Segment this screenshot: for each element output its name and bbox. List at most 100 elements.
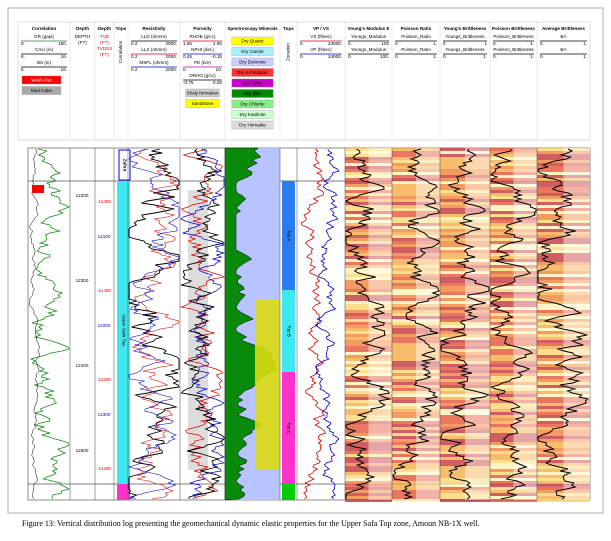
heat-band: [490, 499, 537, 502]
heat-band: [490, 487, 537, 490]
heat-band: [490, 475, 537, 478]
legend-swatch: [231, 78, 274, 88]
legend-swatch: [231, 110, 274, 119]
heat-band: [440, 178, 490, 181]
top-label: Top B: [286, 325, 291, 337]
heat-band: [490, 184, 537, 187]
heat-band: [345, 454, 392, 457]
heat-band: [345, 262, 392, 265]
heat-band: [392, 220, 440, 223]
heat-band: [440, 307, 490, 310]
heat-band: [440, 352, 490, 355]
header-line: TVDSS: [97, 46, 112, 51]
heat-band: [490, 382, 537, 385]
heat-band: [345, 430, 392, 433]
heat-band: [537, 364, 590, 367]
header-line: DEPTH: [75, 34, 91, 39]
heat-band: [440, 172, 490, 175]
legend-swatch: [231, 99, 274, 109]
heat-band: [392, 304, 440, 307]
heat-band: [490, 436, 537, 439]
heat-band: [392, 307, 440, 310]
heat-band: [490, 484, 537, 487]
header-line: (FT): [100, 40, 109, 45]
heat-band: [537, 184, 590, 187]
heat-band: [490, 340, 537, 343]
heat-band: [345, 259, 392, 262]
heat-band: [537, 280, 590, 283]
heat-band: [345, 373, 392, 376]
heat-band: [537, 256, 590, 259]
heat-band: [345, 283, 392, 286]
heat-band: [392, 475, 440, 478]
legend-swatch: [231, 68, 274, 77]
tvdss-label: -11400: [97, 288, 111, 293]
heat-band: [537, 253, 590, 256]
heat-band: [537, 457, 590, 460]
heat-band: [537, 400, 590, 403]
heat-band: [392, 283, 440, 286]
heat-band: [537, 322, 590, 325]
heat-band: [392, 370, 440, 373]
heat-band: [345, 475, 392, 478]
curve-min: 6.: [21, 54, 25, 59]
heat-band: [392, 418, 440, 421]
washout: [32, 185, 44, 193]
tvdss-label: -11300: [97, 199, 111, 204]
heat-band: [490, 343, 537, 346]
heat-band: [392, 253, 440, 256]
heat-band: [345, 253, 392, 256]
heat-band: [490, 247, 537, 250]
heat-band: [392, 181, 440, 184]
curve-max: 2000.: [166, 41, 178, 46]
heat-band: [537, 334, 590, 337]
heat-band: [345, 445, 392, 448]
heat-band: [345, 247, 392, 250]
heat-band: [392, 289, 440, 292]
heat-band: [345, 484, 392, 487]
heat-band: [537, 361, 590, 364]
heat-band: [440, 451, 490, 454]
heat-band: [537, 202, 590, 205]
heat-band: [440, 190, 490, 193]
heat-band: [440, 433, 490, 436]
track-title: Correlation: [32, 26, 57, 31]
heat-band: [490, 301, 537, 304]
curve-max: 100.: [380, 54, 389, 59]
curve-name: Youngs_Modulus: [351, 47, 387, 52]
tvdss-label: -11600: [97, 466, 111, 471]
track-title: Tops: [116, 26, 127, 31]
curve-name: LLD (ohmm): [141, 34, 167, 39]
heat-band: [440, 286, 490, 289]
legend-swatch: [185, 99, 220, 108]
heat-band: [490, 307, 537, 310]
heat-band: [440, 175, 490, 178]
heat-band: [345, 370, 392, 373]
log-curve: [392, 148, 441, 500]
curve-min: 0.: [540, 54, 544, 59]
heat-band: [392, 199, 440, 202]
heat-band: [392, 148, 440, 151]
top-zone: [282, 484, 295, 500]
heat-band: [392, 352, 440, 355]
heat-band: [537, 445, 590, 448]
heat-band: [537, 259, 590, 262]
heat-band: [537, 247, 590, 250]
legend-swatch: [231, 36, 274, 46]
heat-band: [537, 178, 590, 181]
heat-band: [440, 442, 490, 445]
heat-band: [392, 349, 440, 352]
heat-band: [440, 154, 490, 157]
curve-max: 150.: [58, 41, 67, 46]
heat-band: [392, 250, 440, 253]
heat-band: [345, 358, 392, 361]
heat-band: [392, 286, 440, 289]
heat-band: [392, 397, 440, 400]
heat-band: [440, 151, 490, 154]
heat-band: [440, 466, 490, 469]
heat-band: [392, 343, 440, 346]
header-line: TVD: [100, 34, 110, 39]
heat-band: [345, 310, 392, 313]
legend-label: Dry Chlorite: [240, 102, 265, 107]
